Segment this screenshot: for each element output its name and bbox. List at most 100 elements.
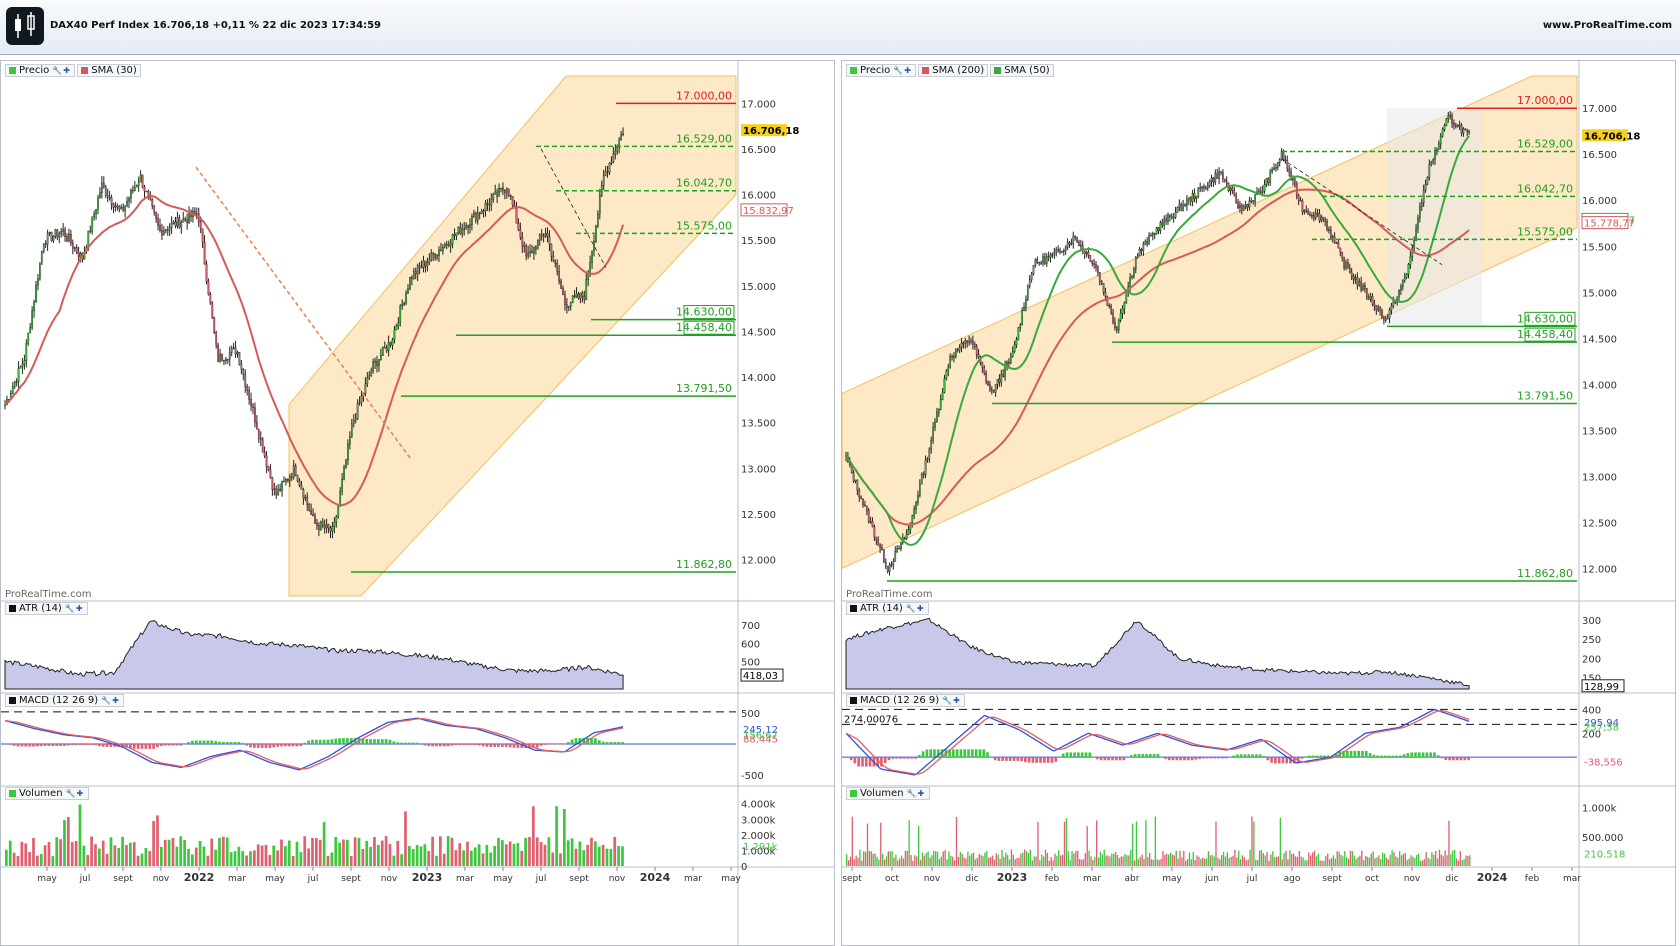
candle-body xyxy=(478,212,481,215)
candle-body xyxy=(1405,274,1408,278)
legend-atr[interactable]: ATR (14) 🔧 ✚ xyxy=(846,602,929,615)
plus-icon[interactable]: ✚ xyxy=(917,788,925,798)
volume-bar xyxy=(1328,859,1331,866)
atr-value-tag xyxy=(1581,679,1625,693)
candle-body xyxy=(511,196,514,206)
volume-bar xyxy=(1395,856,1397,866)
wrench-icon[interactable]: 🔧 xyxy=(942,695,953,705)
wrench-icon[interactable]: 🔧 xyxy=(906,788,917,798)
plus-icon[interactable]: ✚ xyxy=(112,695,119,705)
legend-sma50[interactable]: SMA (50) xyxy=(990,64,1054,77)
volume-bar xyxy=(1404,853,1407,866)
candle-body xyxy=(1273,167,1275,170)
volume-bar xyxy=(1399,851,1401,866)
candle-body xyxy=(1223,178,1226,182)
candle-body xyxy=(924,459,927,475)
candle-body xyxy=(1369,296,1372,300)
wrench-icon[interactable]: 🔧 xyxy=(65,788,76,798)
legend-sma200[interactable]: SMA (200) xyxy=(918,64,989,77)
macd-histogram-bar xyxy=(1224,757,1228,759)
volume-bar xyxy=(889,851,891,866)
macd-legend-right: MACD (12 26 9) 🔧 ✚ xyxy=(846,694,968,707)
candle-body xyxy=(116,205,119,208)
macd-histogram-bar xyxy=(1402,754,1406,758)
plus-icon[interactable]: ✚ xyxy=(904,65,911,75)
legend-sma30[interactable]: SMA (30) xyxy=(77,64,141,77)
candle-body xyxy=(1381,310,1383,318)
candle-body xyxy=(409,276,411,289)
volume-bar xyxy=(925,853,927,866)
volume-bar xyxy=(458,843,462,866)
price-tick-label: 13.500 xyxy=(1582,426,1617,437)
candle-body xyxy=(389,342,392,346)
macd-histogram-bar xyxy=(1160,756,1164,758)
site-link[interactable]: www.ProRealTime.com xyxy=(1542,20,1672,31)
volume-bar xyxy=(303,836,307,866)
volume-bar xyxy=(1131,823,1134,866)
wrench-icon[interactable]: 🔧 xyxy=(52,65,63,75)
candle-body xyxy=(292,465,295,478)
plus-icon[interactable]: ✚ xyxy=(75,603,83,613)
legend-volume[interactable]: Volumen 🔧 ✚ xyxy=(846,787,930,800)
macd-histogram-bar xyxy=(334,738,338,744)
legend-price[interactable]: Precio 🔧 ✚ xyxy=(5,64,76,77)
candle-body xyxy=(1454,124,1457,127)
chart-right-canvas[interactable]: 17.000,0016.529,0016.042,7015.575,0014.6… xyxy=(842,61,1676,946)
macd-histogram-bar xyxy=(132,744,136,749)
candle-body xyxy=(1286,160,1289,170)
plus-icon[interactable]: ✚ xyxy=(63,65,70,75)
macd-histogram-bar xyxy=(1258,754,1262,758)
candle-body xyxy=(1019,324,1022,328)
macd-histogram-bar xyxy=(24,744,28,747)
atr-value-tag xyxy=(740,668,784,682)
candle-body xyxy=(1464,128,1467,131)
volume-bar xyxy=(578,841,582,866)
volume-bar xyxy=(1359,855,1361,866)
candle-body xyxy=(1085,251,1088,255)
macd-histogram-bar xyxy=(601,741,605,744)
volume-bar xyxy=(1020,853,1022,866)
macd-swatch xyxy=(9,697,16,704)
legend-volume[interactable]: Volumen 🔧 ✚ xyxy=(5,787,89,800)
candle-body xyxy=(977,354,980,358)
plus-icon[interactable]: ✚ xyxy=(953,695,960,705)
candle-body xyxy=(480,211,483,215)
price-tick-label: 12.000 xyxy=(741,556,776,567)
legend-price[interactable]: Precio 🔧 ✚ xyxy=(846,64,917,77)
volume-bar xyxy=(299,852,303,866)
candle-body xyxy=(457,226,460,234)
candle-body xyxy=(1282,151,1285,161)
plus-icon[interactable]: ✚ xyxy=(76,788,84,798)
chart-left-canvas[interactable]: 17.000,0016.529,0016.042,7015.575,0014.6… xyxy=(1,61,835,946)
volume-bar xyxy=(1277,856,1280,866)
sma-value-tag xyxy=(740,203,788,217)
wrench-icon[interactable]: 🔧 xyxy=(893,65,904,75)
candle-body xyxy=(871,521,874,528)
macd-tick-label: -500 xyxy=(741,771,764,782)
wrench-icon[interactable]: 🔧 xyxy=(64,603,75,613)
legend-macd[interactable]: MACD (12 26 9) 🔧 ✚ xyxy=(846,694,966,707)
legend-atr[interactable]: ATR (14) 🔧 ✚ xyxy=(5,602,88,615)
candle-body xyxy=(242,369,245,375)
volume-bar xyxy=(950,855,952,866)
macd-histogram-bar xyxy=(187,742,190,744)
level-box xyxy=(1524,327,1576,342)
plus-icon[interactable]: ✚ xyxy=(916,603,924,613)
price-tick-label: 12.000 xyxy=(1582,564,1617,575)
macd-histogram-bar xyxy=(315,739,318,744)
volume-bar xyxy=(874,853,876,866)
volume-bar xyxy=(1247,859,1249,866)
volume-bar xyxy=(980,855,982,866)
wrench-icon[interactable]: 🔧 xyxy=(101,695,112,705)
sma-value-label: 15.832,97 xyxy=(743,206,794,217)
legend-macd[interactable]: MACD (12 26 9) 🔧 ✚ xyxy=(5,694,125,707)
wrench-icon[interactable]: 🔧 xyxy=(905,603,916,613)
volume-bar xyxy=(1332,855,1335,866)
candle-body xyxy=(1068,242,1071,245)
volume-bar xyxy=(237,846,241,866)
volume-bar xyxy=(1203,858,1206,866)
volume-bar xyxy=(1355,859,1357,866)
macd-histogram-bar xyxy=(222,742,225,744)
volume-bar xyxy=(233,851,237,866)
candle-body xyxy=(283,480,285,483)
